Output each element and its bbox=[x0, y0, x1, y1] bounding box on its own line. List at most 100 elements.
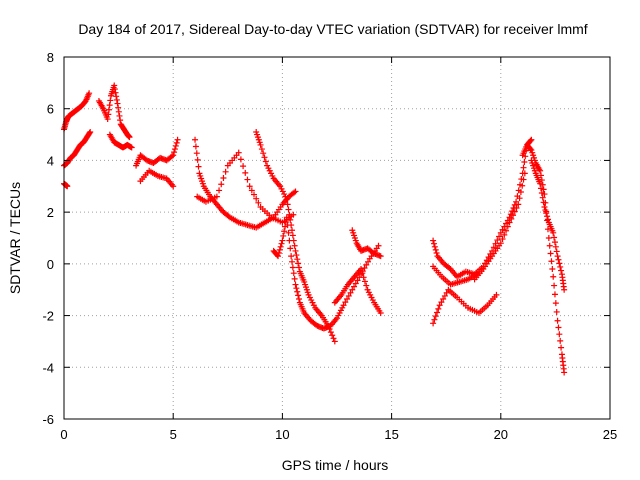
data-point bbox=[285, 229, 292, 236]
data-point bbox=[434, 309, 441, 316]
data-point bbox=[520, 164, 527, 171]
data-point bbox=[550, 229, 557, 236]
data-point bbox=[275, 249, 282, 256]
x-axis-label: GPS time / hours bbox=[282, 457, 389, 473]
data-point bbox=[86, 90, 93, 97]
data-point bbox=[86, 130, 93, 137]
data-point bbox=[222, 168, 229, 175]
data-point bbox=[561, 286, 568, 293]
data-point bbox=[261, 154, 268, 161]
chart-title: Day 184 of 2017, Sidereal Day-to-day VTE… bbox=[78, 21, 587, 37]
data-point bbox=[496, 233, 503, 240]
x-tick-label: 20 bbox=[494, 427, 508, 442]
data-point bbox=[294, 288, 301, 295]
data-point bbox=[193, 150, 200, 157]
data-point bbox=[117, 117, 124, 124]
data-point bbox=[329, 332, 336, 339]
data-point bbox=[295, 296, 302, 303]
data-point bbox=[292, 247, 299, 254]
data-point bbox=[436, 302, 443, 309]
data-point bbox=[111, 86, 118, 93]
y-tick-label: -4 bbox=[42, 360, 54, 375]
data-point bbox=[262, 158, 269, 165]
series-arc-r bbox=[519, 141, 568, 376]
data-point bbox=[352, 280, 359, 287]
data-point bbox=[542, 207, 549, 214]
y-tick-label: -2 bbox=[42, 309, 54, 324]
data-point bbox=[331, 338, 338, 345]
x-tick-label: 0 bbox=[60, 427, 67, 442]
data-point bbox=[330, 335, 337, 342]
data-point bbox=[537, 180, 544, 187]
data-point bbox=[541, 203, 548, 210]
data-point bbox=[106, 102, 113, 109]
data-point bbox=[557, 263, 564, 270]
data-point bbox=[550, 273, 557, 280]
data-point bbox=[506, 219, 513, 226]
data-point bbox=[511, 208, 518, 215]
data-point bbox=[501, 231, 508, 238]
data-point bbox=[377, 309, 384, 316]
data-point bbox=[192, 136, 199, 143]
series-arc-l bbox=[331, 266, 384, 316]
data-point bbox=[431, 316, 438, 323]
data-point bbox=[551, 234, 558, 241]
data-point bbox=[522, 153, 529, 160]
series-arc-q bbox=[471, 170, 528, 283]
data-point bbox=[170, 183, 177, 190]
data-point bbox=[551, 239, 558, 246]
y-tick-labels: -6 -4 -2 0 2 4 6 8 bbox=[42, 50, 54, 427]
data-point bbox=[281, 228, 288, 235]
data-point bbox=[504, 223, 511, 230]
gridlines bbox=[64, 57, 610, 419]
data-point bbox=[430, 320, 437, 327]
data-point bbox=[292, 188, 299, 195]
data-point bbox=[551, 282, 558, 289]
data-point bbox=[225, 213, 232, 220]
data-point bbox=[170, 152, 177, 159]
data-point bbox=[545, 235, 552, 241]
data-point bbox=[248, 187, 255, 194]
data-point bbox=[354, 277, 361, 284]
data-point bbox=[553, 248, 560, 255]
series-arc-a bbox=[61, 90, 93, 133]
data-point bbox=[556, 260, 563, 267]
data-point bbox=[220, 175, 227, 182]
data-point bbox=[349, 286, 356, 293]
data-point bbox=[112, 89, 119, 96]
data-point bbox=[557, 337, 564, 344]
data-point bbox=[499, 236, 506, 243]
data-point bbox=[292, 281, 299, 288]
data-point bbox=[519, 182, 526, 189]
data-point bbox=[171, 146, 178, 153]
data-point bbox=[105, 111, 112, 118]
data-point bbox=[126, 134, 133, 141]
data-point bbox=[490, 244, 497, 251]
data-point bbox=[497, 229, 504, 236]
data-point bbox=[527, 146, 534, 153]
series-arc-c bbox=[61, 180, 71, 190]
data-point bbox=[344, 296, 351, 303]
y-tick-label: -6 bbox=[42, 412, 54, 427]
data-point bbox=[503, 220, 510, 227]
y-tick-label: 6 bbox=[47, 102, 54, 117]
data-point bbox=[340, 302, 347, 309]
data-point bbox=[510, 212, 517, 219]
series-arc-b bbox=[61, 128, 94, 169]
series-arc-d bbox=[95, 82, 133, 141]
data-point bbox=[253, 195, 260, 202]
data-point bbox=[289, 227, 296, 234]
data-point bbox=[284, 201, 291, 208]
data-point bbox=[111, 82, 118, 89]
axis-ticks bbox=[63, 56, 611, 420]
series-arc-m bbox=[349, 227, 384, 260]
series-arc-i bbox=[194, 149, 297, 226]
data-point bbox=[361, 264, 368, 271]
data-point bbox=[543, 210, 550, 217]
data-point bbox=[347, 289, 354, 296]
data-point bbox=[544, 216, 551, 223]
data-point bbox=[517, 188, 524, 195]
data-point bbox=[116, 112, 123, 119]
data-point bbox=[287, 245, 294, 252]
data-point bbox=[293, 285, 300, 292]
